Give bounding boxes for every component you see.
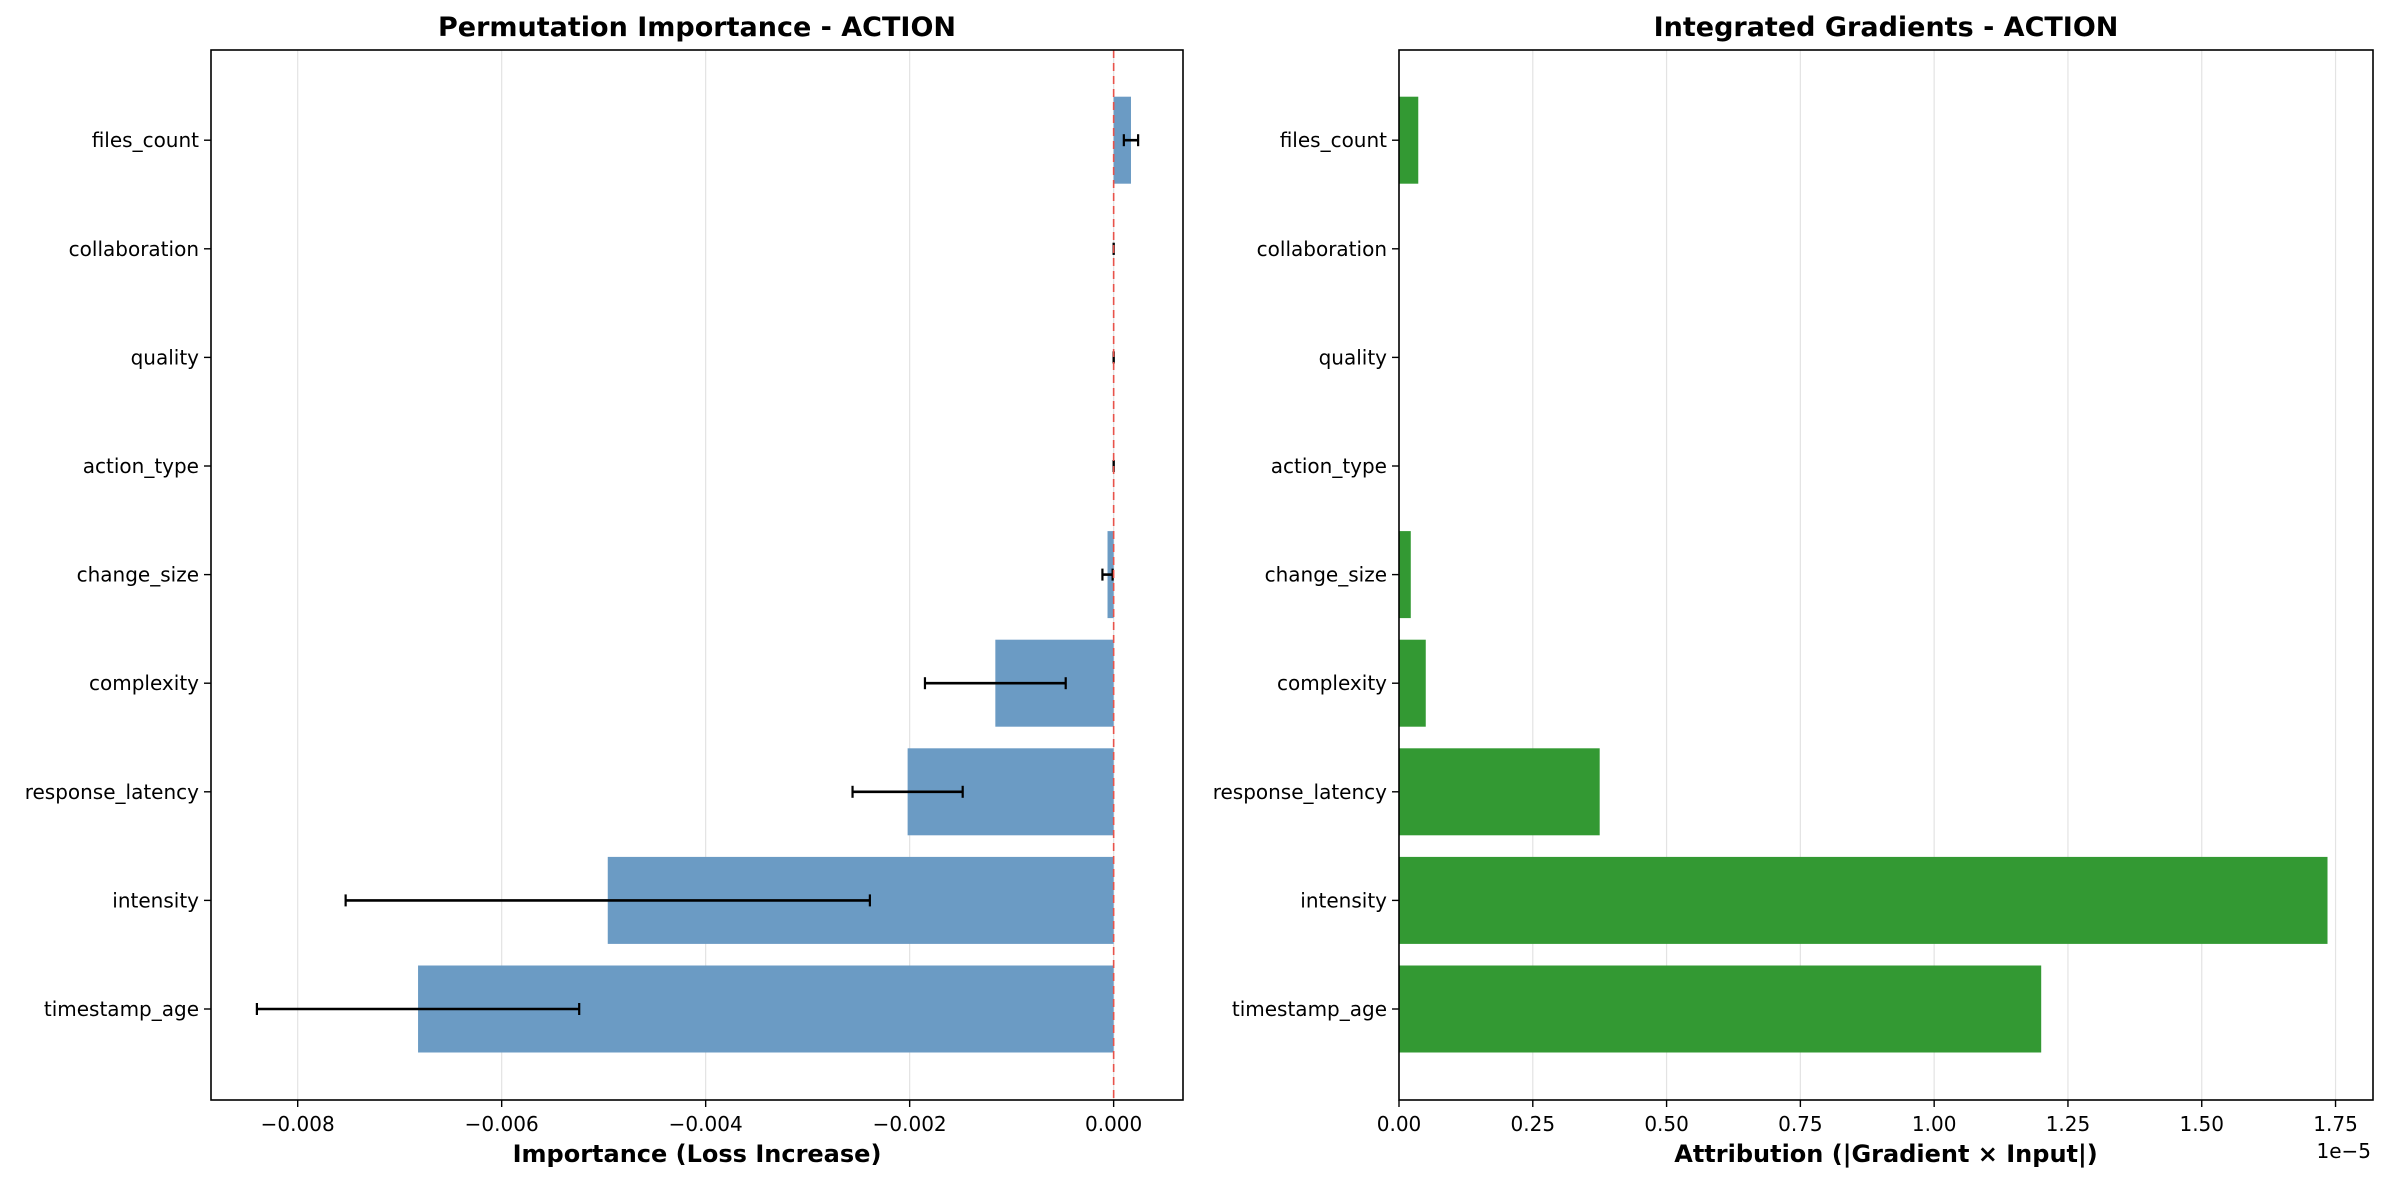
y-tick-label: timestamp_age [1232,997,1387,1021]
y-tick-label: response_latency [25,780,199,804]
x-tick-label: −0.004 [669,1112,743,1136]
y-tick-label: action_type [83,454,199,478]
y-tick-label: action_type [1271,454,1387,478]
y-tick-label: change_size [1265,563,1387,587]
y-tick-label: files_count [92,128,199,152]
bar-intensity [1399,856,2328,944]
y-tick-label: collaboration [1257,237,1387,261]
x-tick-label: 0.25 [1511,1112,1556,1136]
x-tick-label: 1.25 [2046,1112,2091,1136]
y-tick-label: intensity [112,888,199,912]
permutation-importance-panel: Permutation Importance - ACTION timestam… [25,12,1184,1168]
chart-title: Integrated Gradients - ACTION [1654,12,2119,43]
x-tick-label: 0.50 [1644,1112,1689,1136]
y-tick-label: change_size [77,563,199,587]
y-axis-ticks: timestamp_age intensity response_latency co… [1213,128,1399,1021]
x-axis-offset-label: 1e−5 [2316,1139,2371,1163]
bar-response_latency [1399,748,1600,836]
bar-complexity [1399,639,1426,727]
bar-change_size [1399,531,1411,619]
x-axis-ticks: 0.00 0.25 0.50 0.75 1.00 1.25 1.50 1.75 [1377,1100,2358,1136]
y-tick-label: collaboration [69,237,199,261]
y-tick-label: response_latency [1213,780,1387,804]
integrated-gradients-panel: Integrated Gradients - ACTION timestamp_… [1213,12,2374,1168]
y-tick-label: complexity [89,671,199,695]
y-tick-label: timestamp_age [44,997,199,1021]
bar-files_count [1399,96,1419,184]
y-tick-label: quality [1319,345,1388,369]
x-axis-label: Attribution (|Gradient × Input|) [1674,1140,2098,1168]
x-tick-label: 1.00 [1912,1112,1957,1136]
x-tick-label: 1.50 [2179,1112,2224,1136]
bars [418,96,1131,1053]
y-axis-ticks: timestamp_age intensity response_latency co… [25,128,211,1021]
bar-timestamp_age [1399,965,2042,1053]
x-tick-label: 0.75 [1778,1112,1823,1136]
x-axis-label: Importance (Loss Increase) [513,1140,882,1168]
x-tick-label: 1.75 [2313,1112,2358,1136]
y-tick-label: files_count [1280,128,1387,152]
x-tick-label: 0.00 [1377,1112,1422,1136]
chart-title: Permutation Importance - ACTION [438,12,956,43]
x-tick-label: −0.006 [465,1112,539,1136]
y-tick-label: complexity [1277,671,1387,695]
y-tick-label: intensity [1300,888,1387,912]
x-tick-label: −0.002 [873,1112,947,1136]
bar-files_count [1113,96,1131,184]
x-axis-ticks: −0.008 −0.006 −0.004 −0.002 0.000 [261,1100,1142,1136]
y-tick-label: quality [131,345,200,369]
x-tick-label: 0.000 [1085,1112,1142,1136]
x-tick-label: −0.008 [261,1112,335,1136]
bars [1399,96,2328,1053]
